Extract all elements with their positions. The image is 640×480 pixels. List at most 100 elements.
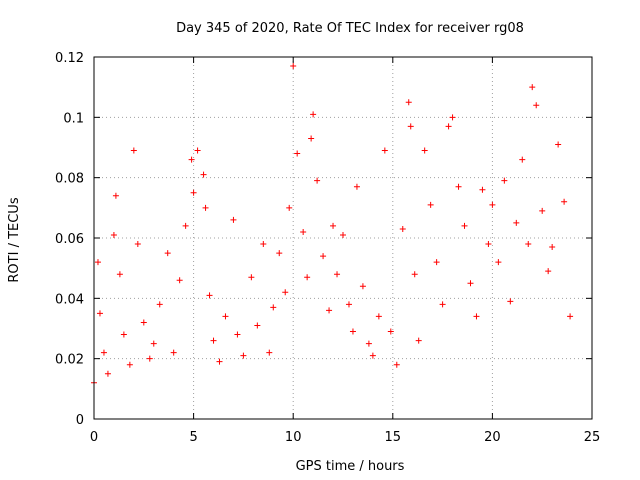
data-point xyxy=(120,331,127,338)
x-tick-label: 10 xyxy=(285,430,302,445)
data-point xyxy=(399,225,406,232)
data-point xyxy=(513,219,520,226)
data-point xyxy=(340,231,346,238)
data-point xyxy=(461,222,468,229)
data-point xyxy=(365,340,372,347)
y-tick-label: 0.12 xyxy=(55,51,84,66)
data-point xyxy=(182,222,189,229)
data-point xyxy=(230,216,237,223)
data-point xyxy=(320,253,327,260)
data-point xyxy=(415,337,422,344)
data-point xyxy=(206,292,213,299)
data-point xyxy=(188,156,195,163)
y-tick-label: 0.1 xyxy=(63,111,84,126)
data-point xyxy=(501,177,508,184)
data-point xyxy=(190,189,197,196)
data-point xyxy=(294,150,301,157)
data-point xyxy=(164,250,171,257)
data-point xyxy=(304,274,311,281)
data-point xyxy=(104,370,111,377)
data-point xyxy=(359,283,366,290)
data-point xyxy=(112,192,119,199)
data-point xyxy=(381,147,388,154)
grid-lines xyxy=(94,57,592,419)
data-point xyxy=(176,277,183,284)
data-point xyxy=(549,244,556,251)
data-point xyxy=(200,171,207,178)
data-point xyxy=(134,241,141,248)
data-point xyxy=(519,156,526,163)
data-point xyxy=(110,231,117,238)
data-point xyxy=(100,349,107,356)
data-point xyxy=(529,84,536,91)
data-point xyxy=(290,63,297,70)
data-point xyxy=(286,204,293,211)
data-point xyxy=(270,304,277,311)
x-axis-label: GPS time / hours xyxy=(296,459,405,474)
data-point xyxy=(479,186,486,193)
y-tick-label: 0 xyxy=(76,413,84,428)
data-point xyxy=(369,352,376,359)
data-points xyxy=(91,63,574,386)
y-axis-label: ROTI / TECUs xyxy=(7,197,22,282)
x-tick-label: 15 xyxy=(385,430,402,445)
data-point xyxy=(455,183,462,190)
data-point xyxy=(130,147,137,154)
data-point xyxy=(495,259,502,266)
y-tick-label: 0.04 xyxy=(55,292,84,307)
data-point xyxy=(561,198,568,205)
data-point xyxy=(248,274,255,281)
data-point xyxy=(266,349,273,356)
data-point xyxy=(276,250,283,257)
y-tick-label: 0.08 xyxy=(55,172,84,187)
x-tick-label: 20 xyxy=(484,430,501,445)
data-point xyxy=(485,241,492,248)
data-point xyxy=(433,259,440,266)
data-point xyxy=(194,147,201,154)
data-point xyxy=(94,259,101,266)
data-point xyxy=(210,337,217,344)
data-point xyxy=(300,228,307,235)
x-tick-label: 5 xyxy=(189,430,197,445)
data-point xyxy=(555,141,562,148)
data-point xyxy=(349,328,356,335)
data-point xyxy=(240,352,247,359)
data-point xyxy=(156,301,163,308)
data-point xyxy=(314,177,321,184)
data-point xyxy=(421,147,428,154)
data-point xyxy=(449,114,456,121)
data-point xyxy=(539,207,546,214)
y-tick-label: 0.02 xyxy=(55,353,84,368)
x-tick-label: 0 xyxy=(90,430,98,445)
data-point xyxy=(140,319,147,326)
data-point xyxy=(467,280,474,287)
data-point xyxy=(150,340,157,347)
data-point xyxy=(545,268,552,275)
data-point xyxy=(445,123,452,130)
data-point xyxy=(282,289,289,296)
data-point xyxy=(326,307,333,314)
axis-ticks: 0 5 10 15 20 25 0 0.02 0.04 0.06 0.08 0.1 0.12 xyxy=(55,51,600,445)
data-point xyxy=(507,298,514,305)
data-point xyxy=(202,204,209,211)
data-point xyxy=(567,313,574,320)
data-point xyxy=(126,361,133,368)
data-point xyxy=(222,313,229,320)
data-point xyxy=(405,99,412,106)
data-point xyxy=(146,355,153,362)
data-point xyxy=(216,358,223,365)
data-point xyxy=(411,271,418,278)
data-point xyxy=(170,349,177,356)
data-point xyxy=(489,201,496,208)
x-tick-label: 25 xyxy=(584,430,601,445)
y-tick-label: 0.06 xyxy=(55,232,84,247)
data-point xyxy=(473,313,480,320)
data-point xyxy=(330,222,337,229)
chart-title: Day 345 of 2020, Rate Of TEC Index for r… xyxy=(176,21,524,36)
data-point xyxy=(116,271,123,278)
data-point xyxy=(310,111,317,118)
data-point xyxy=(345,301,352,308)
data-point xyxy=(427,201,434,208)
